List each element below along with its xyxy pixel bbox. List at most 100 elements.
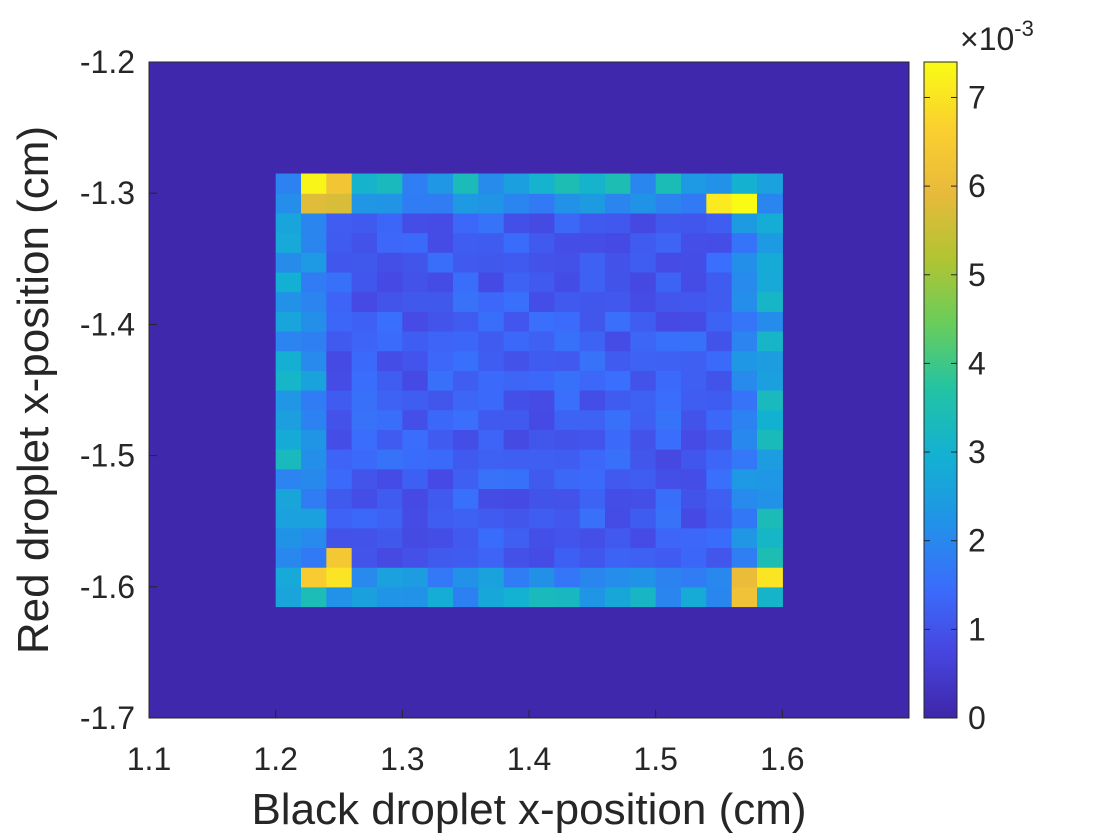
heatmap-cell [478, 586, 505, 608]
heatmap-cell [377, 370, 403, 391]
heatmap-cell [529, 488, 555, 509]
heatmap-cell [326, 409, 353, 430]
heatmap-cell [706, 252, 733, 273]
heatmap-cell [301, 330, 327, 352]
heatmap-cell [554, 586, 581, 608]
heatmap-cell [427, 488, 454, 509]
heatmap-cell [478, 252, 505, 273]
heatmap-cell [630, 232, 657, 253]
heatmap-cell [706, 468, 733, 489]
heatmap-cell [427, 409, 454, 430]
heatmap-cell [453, 311, 479, 332]
heatmap-cell [731, 252, 758, 273]
heatmap-cell [554, 212, 581, 234]
heatmap-cell [655, 527, 682, 549]
heatmap-cell [402, 488, 429, 509]
heatmap-cell [503, 330, 530, 352]
heatmap-cell [605, 547, 631, 568]
heatmap-cell [326, 429, 353, 450]
heatmap-cell [757, 567, 783, 588]
heatmap-cell [706, 212, 733, 234]
heatmap-cell [503, 350, 530, 371]
heatmap-cell [275, 252, 302, 273]
heatmap-cell [453, 527, 479, 549]
heatmap-cell [757, 291, 783, 312]
heatmap-cell [275, 390, 302, 411]
heatmap-cell [301, 350, 327, 371]
heatmap-cell [478, 488, 505, 509]
heatmap-cell [301, 567, 327, 588]
heatmap-cell [529, 449, 555, 470]
heatmap-cell [605, 350, 631, 371]
heatmap-cell [453, 508, 479, 529]
heatmap-cell [630, 193, 657, 214]
heatmap-cell [301, 212, 327, 234]
heatmap-cell [554, 567, 581, 588]
heatmap-cell [377, 173, 403, 194]
heatmap-cell [427, 232, 454, 253]
heatmap-cell [503, 527, 530, 549]
heatmap-cell [326, 527, 353, 549]
heatmap-cell [326, 232, 353, 253]
heatmap-cell [326, 547, 353, 568]
heatmap-cell [326, 311, 353, 332]
heatmap-cell [554, 173, 581, 194]
heatmap-cell [427, 252, 454, 273]
heatmap-cell [275, 173, 302, 194]
heatmap-cell [554, 488, 581, 509]
heatmap-cell [681, 291, 707, 312]
heatmap-cell [630, 271, 657, 293]
heatmap-cell [554, 291, 581, 312]
heatmap-cell [351, 547, 378, 568]
heatmap-cell [453, 350, 479, 371]
heatmap-cell [706, 271, 733, 293]
colorbar-tick-label: 1 [968, 611, 986, 647]
heatmap-cell [377, 330, 403, 352]
heatmap-cell [503, 468, 530, 489]
heatmap-cell [478, 311, 505, 332]
heatmap-cell [326, 330, 353, 352]
heatmap-cell [351, 330, 378, 352]
heatmap-cell [427, 468, 454, 489]
heatmap-cell [453, 291, 479, 312]
heatmap-cell [326, 252, 353, 273]
colorbar-tick-label: 6 [968, 168, 986, 204]
heatmap-cell [681, 409, 707, 430]
heatmap-cell [681, 449, 707, 470]
heatmap-cell [605, 330, 631, 352]
heatmap-cell [402, 567, 429, 588]
heatmap-cell [706, 449, 733, 470]
heatmap-cell [427, 212, 454, 234]
heatmap-cell [427, 193, 454, 214]
heatmap-cell [351, 311, 378, 332]
heatmap-cell [655, 370, 682, 391]
heatmap-cell [351, 212, 378, 234]
heatmap-cell [731, 449, 758, 470]
heatmap-cell [630, 468, 657, 489]
heatmap-cell [655, 488, 682, 509]
heatmap-cell [453, 547, 479, 568]
heatmap-cell [301, 527, 327, 549]
heatmap-cell [275, 271, 302, 293]
heatmap-cell [706, 350, 733, 371]
heatmap-cell [427, 429, 454, 450]
heatmap-cell [402, 429, 429, 450]
heatmap-cell [427, 508, 454, 529]
heatmap-cell [630, 330, 657, 352]
heatmap-cell [630, 212, 657, 234]
heatmap-cell [351, 193, 378, 214]
heatmap-cell [402, 449, 429, 470]
heatmap-cell [757, 409, 783, 430]
heatmap-cell [453, 449, 479, 470]
heatmap-cell [427, 449, 454, 470]
heatmap-cell [402, 350, 429, 371]
heatmap-cell [655, 330, 682, 352]
heatmap-cell [731, 370, 758, 391]
heatmap-cell [453, 252, 479, 273]
heatmap-cell [326, 449, 353, 470]
heatmap-cell [554, 527, 581, 549]
heatmap-cell [757, 232, 783, 253]
heatmap-cell [605, 468, 631, 489]
heatmap-cell [757, 547, 783, 568]
